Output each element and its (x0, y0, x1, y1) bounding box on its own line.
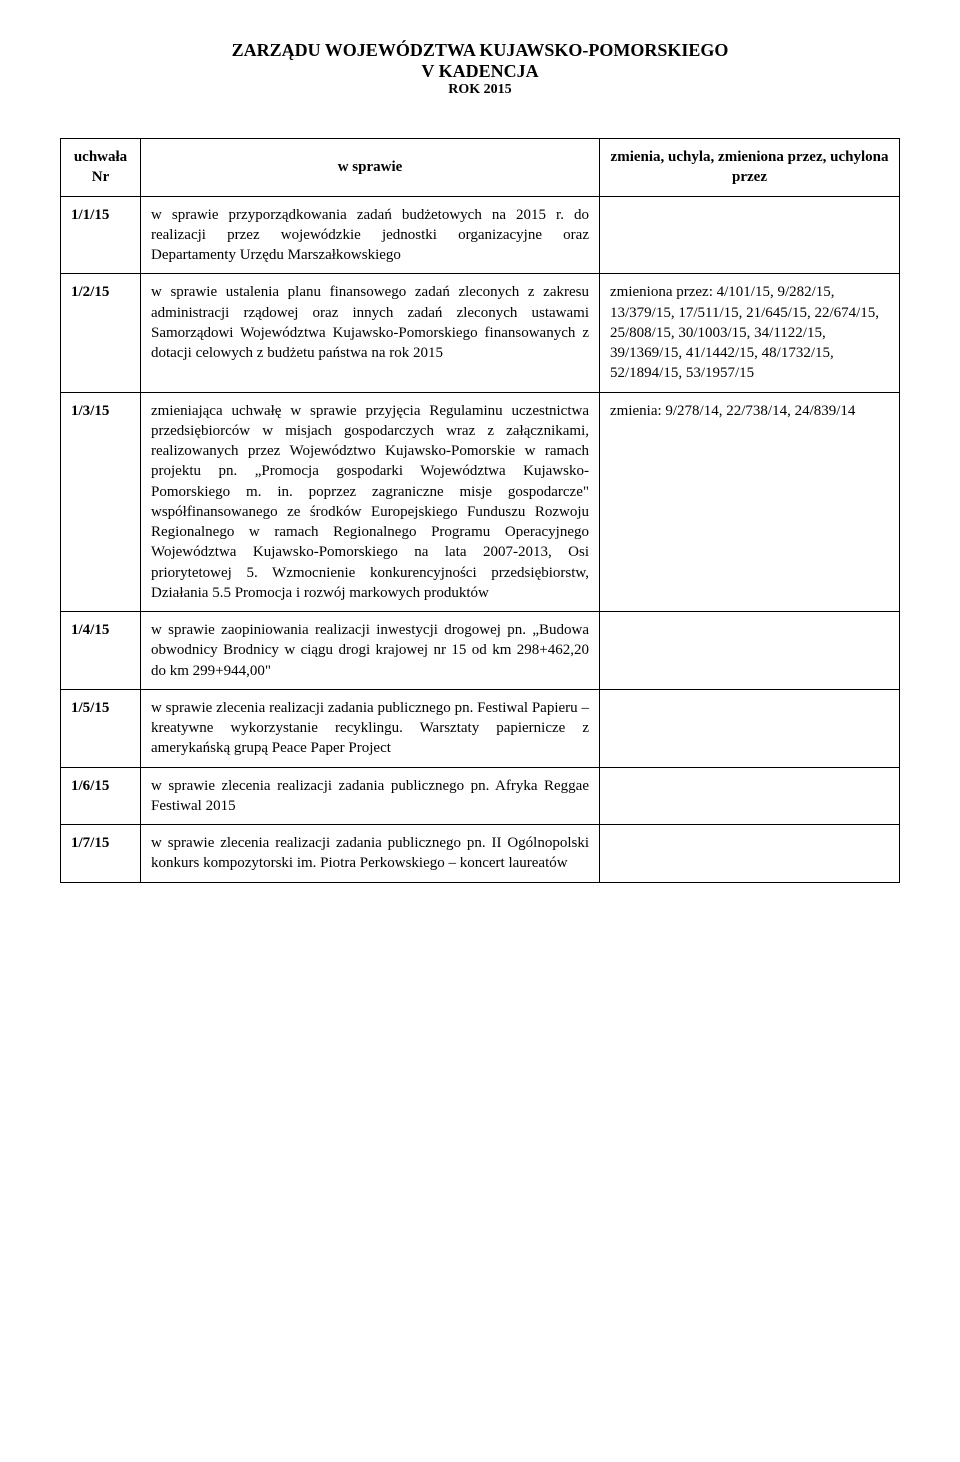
table-row: 1/3/15 zmieniająca uchwałę w sprawie prz… (61, 392, 900, 612)
cell-notes (600, 767, 900, 825)
cell-notes (600, 689, 900, 767)
cell-id: 1/6/15 (61, 767, 141, 825)
cell-desc: w sprawie zlecenia realizacji zadania pu… (141, 689, 600, 767)
header-title-line1: ZARZĄDU WOJEWÓDZTWA KUJAWSKO-POMORSKIEGO (60, 40, 900, 61)
header-title-line3: ROK 2015 (60, 82, 900, 98)
table-header-row: uchwała Nr w sprawie zmienia, uchyla, zm… (61, 139, 900, 197)
cell-desc: w sprawie zlecenia realizacji zadania pu… (141, 825, 600, 883)
cell-desc: w sprawie przyporządkowania zadań budżet… (141, 196, 600, 274)
col-header-notes: zmienia, uchyla, zmieniona przez, uchylo… (600, 139, 900, 197)
table-row: 1/7/15 w sprawie zlecenia realizacji zad… (61, 825, 900, 883)
cell-notes (600, 825, 900, 883)
resolutions-table: uchwała Nr w sprawie zmienia, uchyla, zm… (60, 138, 900, 883)
table-row: 1/2/15 w sprawie ustalenia planu finanso… (61, 274, 900, 392)
table-row: 1/5/15 w sprawie zlecenia realizacji zad… (61, 689, 900, 767)
cell-notes: zmienia: 9/278/14, 22/738/14, 24/839/14 (600, 392, 900, 612)
header-title-line2: V KADENCJA (60, 61, 900, 82)
cell-id: 1/7/15 (61, 825, 141, 883)
cell-id: 1/1/15 (61, 196, 141, 274)
document-header: ZARZĄDU WOJEWÓDZTWA KUJAWSKO-POMORSKIEGO… (60, 40, 900, 98)
table-row: 1/4/15 w sprawie zaopiniowania realizacj… (61, 612, 900, 690)
cell-notes (600, 612, 900, 690)
cell-id: 1/4/15 (61, 612, 141, 690)
cell-id: 1/5/15 (61, 689, 141, 767)
cell-desc: w sprawie zaopiniowania realizacji inwes… (141, 612, 600, 690)
cell-desc: w sprawie ustalenia planu finansowego za… (141, 274, 600, 392)
table-row: 1/1/15 w sprawie przyporządkowania zadań… (61, 196, 900, 274)
cell-notes (600, 196, 900, 274)
col-header-desc: w sprawie (141, 139, 600, 197)
cell-id: 1/2/15 (61, 274, 141, 392)
cell-desc: zmieniająca uchwałę w sprawie przyjęcia … (141, 392, 600, 612)
table-row: 1/6/15 w sprawie zlecenia realizacji zad… (61, 767, 900, 825)
document-page: ZARZĄDU WOJEWÓDZTWA KUJAWSKO-POMORSKIEGO… (0, 0, 960, 943)
cell-id: 1/3/15 (61, 392, 141, 612)
cell-desc: w sprawie zlecenia realizacji zadania pu… (141, 767, 600, 825)
cell-notes: zmieniona przez: 4/101/15, 9/282/15, 13/… (600, 274, 900, 392)
col-header-id: uchwała Nr (61, 139, 141, 197)
table-body: 1/1/15 w sprawie przyporządkowania zadań… (61, 196, 900, 882)
